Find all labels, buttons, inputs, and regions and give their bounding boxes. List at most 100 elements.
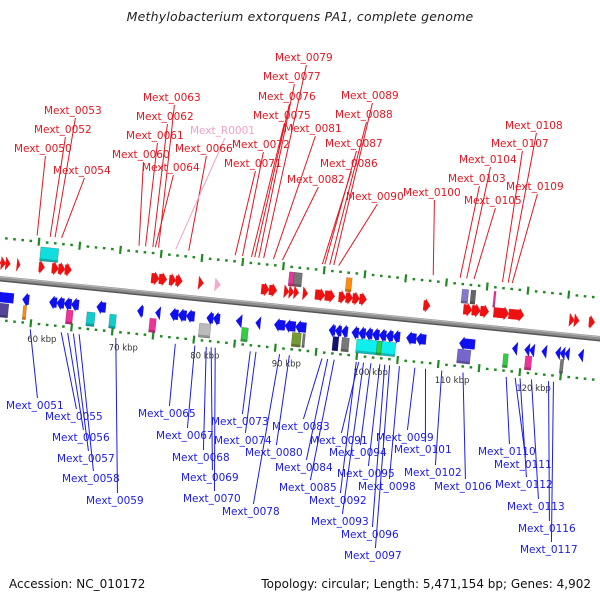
forward-feature-box[interactable] [344, 277, 353, 293]
forward-gene-arrow[interactable] [150, 271, 160, 286]
reverse-feature-box[interactable] [290, 332, 302, 348]
forward-gene-arrow[interactable] [324, 288, 336, 303]
reverse-gene-arrow[interactable] [255, 316, 262, 331]
reverse-gene-label[interactable]: Mext_0096 [341, 529, 399, 541]
forward-gene-label[interactable]: Mext_0089 [341, 90, 399, 102]
reverse-gene-label[interactable]: Mext_0095 [337, 468, 395, 480]
forward-gene-arrow[interactable] [158, 272, 168, 287]
forward-gene-arrow[interactable] [302, 286, 309, 301]
forward-gene-label[interactable]: Mext_0090 [346, 191, 404, 203]
forward-gene-label[interactable]: Mext_0061 [126, 130, 184, 142]
forward-gene-arrow[interactable] [268, 283, 278, 298]
rna-gene-label[interactable]: Mext_R0001 [190, 125, 255, 137]
forward-gene-label[interactable]: Mext_0052 [34, 124, 92, 136]
reverse-gene-label[interactable]: Mext_0098 [358, 481, 416, 493]
reverse-feature-box[interactable] [85, 311, 96, 327]
forward-gene-arrow[interactable] [588, 314, 596, 330]
reverse-gene-label[interactable]: Mext_0091 [310, 435, 368, 447]
reverse-gene-arrow[interactable] [341, 324, 349, 339]
forward-gene-arrow[interactable] [345, 290, 353, 305]
forward-gene-arrow[interactable] [422, 298, 431, 313]
forward-feature-box[interactable] [292, 271, 303, 288]
reverse-gene-label[interactable]: Mext_0069 [181, 472, 239, 484]
forward-gene-arrow[interactable] [16, 258, 21, 272]
forward-gene-arrow[interactable] [0, 255, 7, 271]
forward-gene-arrow[interactable] [4, 256, 11, 271]
forward-gene-label[interactable]: Mext_0079 [275, 52, 333, 64]
reverse-gene-arrow[interactable] [169, 307, 179, 322]
reverse-gene-arrow[interactable] [212, 311, 221, 326]
reverse-gene-arrow[interactable] [295, 319, 307, 335]
reverse-gene-label[interactable]: Mext_0067 [156, 430, 214, 442]
reverse-gene-arrow[interactable] [334, 324, 343, 339]
reverse-feature-box[interactable] [64, 309, 74, 325]
reverse-feature-box[interactable] [331, 336, 340, 352]
reverse-gene-label[interactable]: Mext_0085 [279, 482, 337, 494]
forward-gene-arrow[interactable] [51, 261, 59, 276]
reverse-gene-label[interactable]: Mext_0083 [272, 421, 330, 433]
forward-gene-label[interactable]: Mext_0088 [335, 109, 393, 121]
reverse-gene-label[interactable]: Mext_0073 [211, 416, 269, 428]
reverse-gene-arrow[interactable] [415, 332, 427, 347]
reverse-feature-box[interactable] [197, 322, 212, 339]
forward-gene-arrow[interactable] [38, 259, 45, 275]
forward-gene-label[interactable]: Mext_0053 [44, 105, 102, 117]
forward-gene-arrow[interactable] [288, 284, 295, 299]
reverse-gene-label[interactable]: Mext_0056 [52, 432, 110, 444]
reverse-gene-label[interactable]: Mext_0051 [6, 400, 64, 412]
forward-gene-arrow[interactable] [492, 306, 510, 321]
reverse-gene-label[interactable]: Mext_0092 [309, 495, 367, 507]
reverse-feature-box[interactable] [240, 326, 249, 343]
reverse-gene-label[interactable]: Mext_0097 [344, 550, 402, 562]
reverse-gene-arrow[interactable] [372, 327, 380, 342]
forward-gene-arrow[interactable] [64, 262, 72, 277]
forward-gene-label[interactable]: Mext_0050 [14, 143, 72, 155]
reverse-feature-box[interactable] [523, 355, 533, 371]
reverse-gene-label[interactable]: Mext_0093 [311, 516, 369, 528]
reverse-gene-arrow[interactable] [49, 295, 58, 310]
reverse-feature-box[interactable] [558, 358, 565, 374]
reverse-gene-arrow[interactable] [235, 314, 243, 329]
forward-gene-label[interactable]: Mext_0108 [505, 120, 563, 132]
reverse-gene-label[interactable]: Mext_0058 [62, 473, 120, 485]
forward-gene-arrow[interactable] [0, 256, 2, 269]
forward-gene-label[interactable]: Mext_0107 [491, 138, 549, 150]
reverse-gene-arrow[interactable] [155, 306, 162, 321]
reverse-gene-label[interactable]: Mext_0116 [518, 523, 576, 535]
reverse-gene-label[interactable]: Mext_0106 [434, 481, 492, 493]
reverse-gene-arrow[interactable] [392, 329, 401, 344]
forward-gene-arrow[interactable] [568, 312, 575, 327]
reverse-gene-label[interactable]: Mext_0070 [183, 493, 241, 505]
forward-gene-label[interactable]: Mext_0103 [448, 173, 506, 185]
reverse-gene-arrow[interactable] [564, 346, 571, 362]
reverse-gene-label[interactable]: Mext_0117 [520, 544, 578, 556]
reverse-feature-box[interactable] [355, 338, 397, 358]
forward-feature-box[interactable] [39, 246, 60, 263]
forward-feature-box[interactable] [469, 289, 477, 305]
forward-gene-arrow[interactable] [57, 261, 66, 276]
reverse-gene-arrow[interactable] [358, 326, 367, 341]
forward-gene-label[interactable]: Mext_0082 [287, 174, 345, 186]
reverse-gene-label[interactable]: Mext_0111 [494, 459, 552, 471]
reverse-feature-box[interactable] [301, 333, 306, 348]
forward-gene-arrow[interactable] [462, 302, 473, 317]
reverse-gene-arrow[interactable] [177, 308, 188, 323]
gene-labels[interactable]: Mext_0050 Mext_0052 Mext_0053 Mext_0054 Mext… [6, 52, 578, 562]
forward-gene-arrow[interactable] [175, 273, 183, 288]
reverse-gene-arrow[interactable] [0, 290, 15, 304]
forward-gene-label[interactable]: Mext_0086 [320, 158, 378, 170]
forward-gene-label[interactable]: Mext_0105 [464, 195, 522, 207]
reverse-gene-arrow[interactable] [206, 311, 214, 326]
forward-gene-label[interactable]: Mext_0054 [53, 165, 111, 177]
reverse-gene-arrow[interactable] [512, 341, 519, 356]
forward-gene-arrow[interactable] [508, 307, 525, 322]
reverse-gene-arrow[interactable] [284, 318, 297, 334]
reverse-gene-label[interactable]: Mext_0059 [86, 495, 144, 507]
reverse-gene-label[interactable]: Mext_0080 [245, 447, 303, 459]
reverse-gene-arrow[interactable] [529, 343, 536, 358]
reverse-gene-label[interactable]: Mext_0084 [275, 462, 333, 474]
reverse-gene-arrow[interactable] [22, 292, 30, 307]
reverse-feature-box[interactable] [0, 302, 10, 319]
forward-gene-label[interactable]: Mext_0077 [263, 71, 321, 83]
reverse-feature-box[interactable] [375, 340, 383, 356]
